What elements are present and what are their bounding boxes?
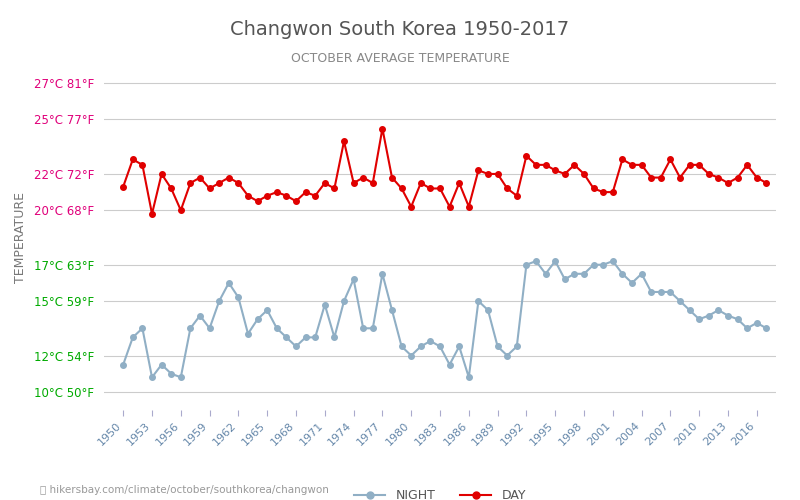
Text: 🌐 hikersbay.com/climate/october/southkorea/changwon: 🌐 hikersbay.com/climate/october/southkor… — [40, 485, 329, 495]
Text: Changwon South Korea 1950-2017: Changwon South Korea 1950-2017 — [230, 20, 570, 39]
Text: OCTOBER AVERAGE TEMPERATURE: OCTOBER AVERAGE TEMPERATURE — [290, 52, 510, 66]
Y-axis label: TEMPERATURE: TEMPERATURE — [14, 192, 27, 283]
Legend: NIGHT, DAY: NIGHT, DAY — [349, 484, 531, 500]
